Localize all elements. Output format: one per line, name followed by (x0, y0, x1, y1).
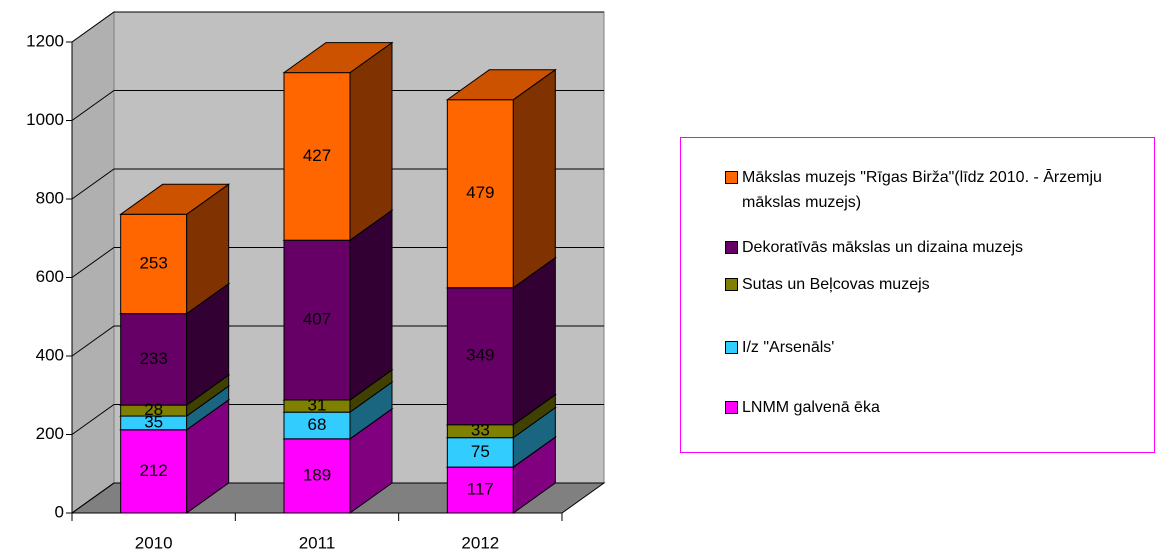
bar-front (120, 429, 188, 514)
data-label: 35 (144, 412, 163, 431)
legend-swatch (725, 171, 738, 184)
legend-label: I/z "Arsenāls' (742, 339, 835, 356)
bar-front (120, 313, 188, 406)
x-tick-label: 2011 (299, 533, 336, 551)
y-tick-label: 600 (36, 267, 64, 286)
y-tick-label: 1000 (26, 110, 64, 129)
data-label: 233 (139, 349, 167, 368)
y-tick-label: 200 (36, 424, 64, 443)
bar-front (446, 466, 514, 514)
bar-front (283, 239, 351, 401)
bar-top (445, 69, 557, 101)
data-label: 479 (466, 183, 494, 202)
bar-front (283, 411, 351, 440)
grid-line (71, 325, 604, 357)
bar-side (349, 209, 393, 401)
grid-line (71, 482, 604, 514)
y-tick-label: 400 (36, 345, 64, 364)
legend: Mākslas muzejs "Rīgas Birža"(līdz 2010. … (680, 137, 1155, 453)
grid-line (71, 404, 604, 435)
bar-front (283, 72, 351, 241)
data-label: 33 (471, 421, 490, 440)
legend-entry: I/z "Arsenāls' (725, 335, 1145, 360)
data-label: 28 (144, 400, 163, 419)
legend-label: Mākslas muzejs "Rīgas Birža"(līdz 2010. … (742, 169, 1102, 211)
y-tick-label: 800 (36, 188, 64, 207)
legend-label: LNMM galvenā ēka (742, 399, 880, 416)
legend-entry: LNMM galvenā ēka (725, 395, 1145, 420)
bar-side (349, 41, 393, 242)
data-label: 31 (308, 396, 327, 415)
data-label: 189 (303, 465, 331, 484)
legend-swatch (725, 341, 738, 354)
grid-line (71, 168, 604, 200)
data-label: 75 (471, 442, 490, 461)
bar-top (119, 183, 231, 215)
bar-front (446, 437, 514, 468)
bar-front (446, 99, 514, 289)
legend-entry: Sutas un Beļcovas muzejs (725, 272, 1145, 297)
grid-line (71, 90, 604, 121)
legend-entry: Dekoratīvās mākslas un dizaina muzejs (725, 235, 1145, 260)
data-label: 349 (466, 346, 494, 365)
grid-line (71, 11, 604, 43)
data-label: 427 (303, 146, 331, 165)
data-label: 407 (303, 310, 331, 329)
legend-label: Dekoratīvās mākslas un dizaina muzejs (742, 239, 1024, 256)
data-label: 253 (139, 253, 167, 272)
y-tick-label: 1200 (26, 31, 64, 50)
legend-swatch (725, 278, 738, 291)
legend-entry: Mākslas muzejs "Rīgas Birža"(līdz 2010. … (725, 165, 1145, 215)
grid-line (71, 247, 604, 278)
data-label: 68 (308, 415, 327, 434)
data-label: 212 (139, 461, 167, 480)
legend-label: Sutas un Beļcovas muzejs (742, 276, 930, 293)
bar-top (282, 42, 394, 74)
bar-side (512, 68, 556, 289)
x-tick-label: 2010 (135, 533, 173, 551)
y-tick-label: 0 (55, 502, 64, 521)
legend-swatch (725, 241, 738, 254)
x-tick-label: 2012 (461, 533, 499, 551)
legend-swatch (725, 401, 738, 414)
data-label: 117 (467, 480, 494, 499)
